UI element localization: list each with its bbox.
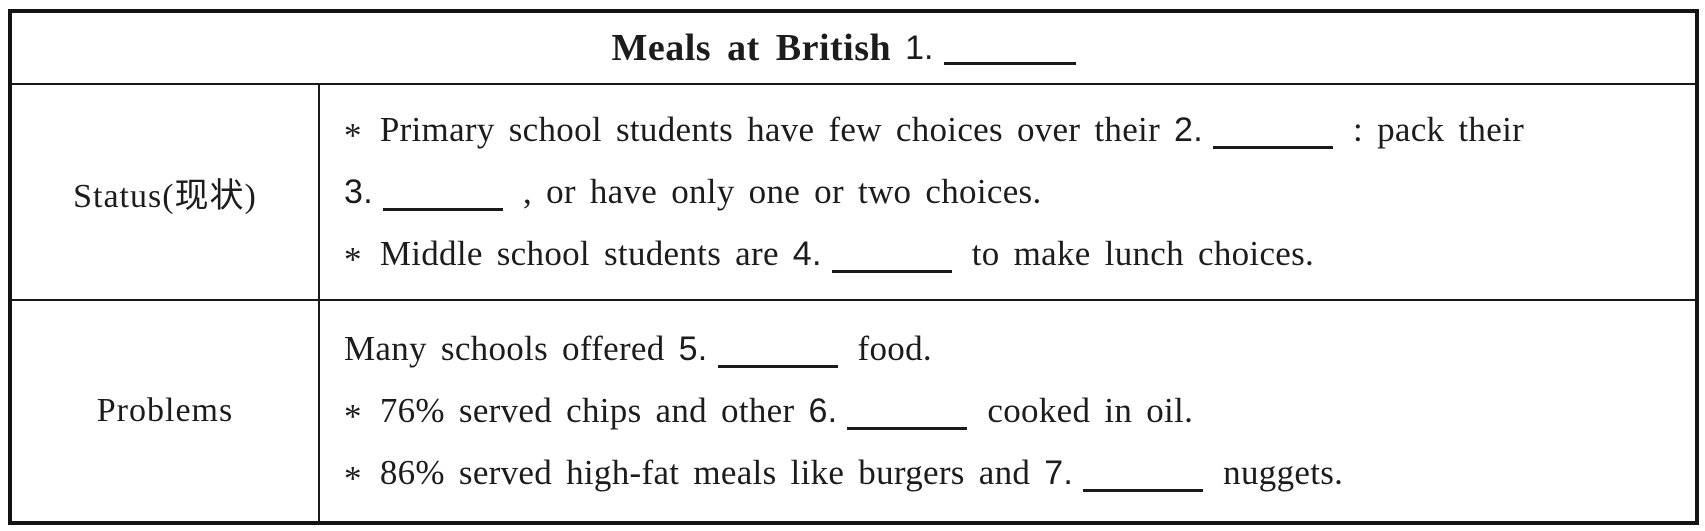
- blank-3: [382, 178, 503, 211]
- problems-line-1-tail: food.: [857, 329, 932, 368]
- asterisk-bullet: *: [344, 115, 362, 155]
- status-line-1-tail: : pack their: [1353, 110, 1525, 149]
- blank-4: [831, 240, 952, 273]
- status-label: Status(现状): [73, 177, 257, 215]
- table-title-row: Meals at British 1.: [12, 13, 1695, 85]
- problems-line-1-text: Many schools offered: [344, 329, 665, 368]
- blank-5-number: 5.: [678, 330, 708, 368]
- problems-line-2: * 76% served chips and other 6. cooked in o…: [344, 380, 1685, 442]
- asterisk-bullet: *: [344, 239, 362, 279]
- status-line-1: * Primary school students have few choice…: [344, 99, 1685, 161]
- status-line-1-text: Primary school students have few choices…: [379, 110, 1161, 149]
- problems-line-3-text: 86% served high-fat meals like burgers a…: [379, 453, 1031, 492]
- status-label-cell: Status(现状): [12, 85, 320, 299]
- status-row: Status(现状) * Primary school students have…: [12, 85, 1695, 301]
- problems-line-2-text: 76% served chips and other: [379, 391, 795, 430]
- status-line-3: * Middle school students are 4. to make lun…: [344, 223, 1685, 285]
- status-content-cell: * Primary school students have few choice…: [320, 85, 1695, 299]
- problems-line-2-tail: cooked in oil.: [987, 391, 1194, 430]
- blank-6: [847, 397, 968, 430]
- problems-line-3: * 86% served high-fat meals like burgers …: [344, 442, 1685, 504]
- status-line-3-text: Middle school students are: [379, 234, 779, 273]
- table-title: Meals at British: [611, 27, 892, 69]
- status-line-2: 3. , or have only one or two choices.: [344, 161, 1685, 223]
- problems-content-cell: Many schools offered 5. food. * 76% served …: [320, 301, 1695, 521]
- status-line-3-tail: to make lunch choices.: [971, 234, 1315, 273]
- problems-row: Problems Many schools offered 5. food. * 76…: [12, 301, 1695, 521]
- blank-7: [1083, 459, 1204, 492]
- meals-table: Meals at British 1. Status(现状) * Primary s…: [8, 9, 1699, 525]
- problems-line-1: Many schools offered 5. food.: [344, 318, 1685, 380]
- blank-3-number: 3.: [344, 173, 373, 211]
- asterisk-bullet: *: [344, 458, 362, 498]
- blank-4-number: 4.: [792, 235, 822, 273]
- blank-5: [717, 335, 838, 368]
- problems-label-cell: Problems: [12, 301, 320, 521]
- blank-7-number: 7.: [1044, 454, 1074, 492]
- asterisk-bullet: *: [344, 396, 362, 436]
- problems-line-3-tail: nuggets.: [1223, 453, 1344, 492]
- blank-2: [1213, 116, 1334, 149]
- status-line-2-tail: , or have only one or two choices.: [522, 172, 1042, 211]
- blank-1-number: 1.: [905, 28, 934, 67]
- blank-2-number: 2.: [1174, 111, 1204, 149]
- blank-1: [943, 32, 1076, 65]
- problems-label: Problems: [96, 392, 234, 429]
- blank-6-number: 6.: [808, 392, 838, 430]
